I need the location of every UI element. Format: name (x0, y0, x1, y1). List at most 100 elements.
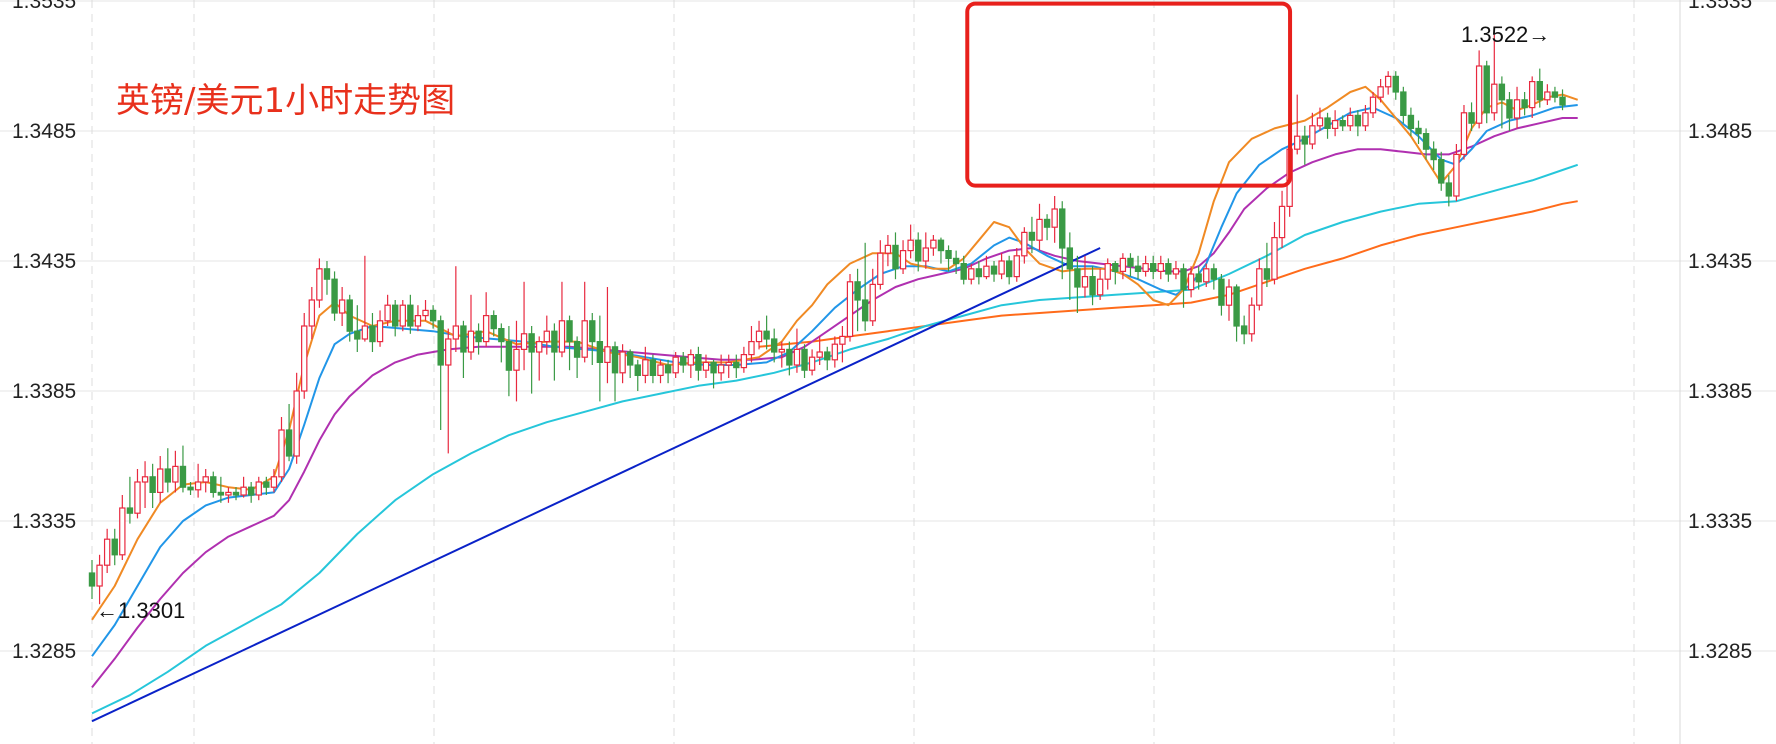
candle (626, 349, 634, 378)
candle (884, 235, 892, 267)
candle (111, 528, 118, 566)
candle (1339, 115, 1346, 131)
candle (725, 354, 732, 378)
candle (1021, 227, 1028, 264)
candle-body-up (740, 354, 748, 369)
candle-body-down (1263, 268, 1271, 280)
candle (854, 268, 861, 332)
candle-body-down (710, 361, 717, 374)
candle-body-up (270, 476, 278, 488)
candle-body-up (1225, 286, 1233, 306)
y-tick-left: 1.3385 (12, 380, 76, 403)
candle (1392, 71, 1399, 100)
candle (482, 292, 490, 347)
candle-body-up (119, 507, 126, 556)
candle (657, 359, 664, 384)
low-annotation: ←1.3301 (96, 598, 185, 623)
candle-body-up (808, 356, 816, 371)
candle-body-down (331, 278, 338, 314)
candle (376, 310, 384, 347)
candle-body-down (429, 309, 437, 322)
candle (263, 476, 270, 495)
y-axis-left: 1.3535 1.3485 1.3435 1.3385 1.3335 1.3285 (12, 0, 76, 663)
candle-body-up (604, 346, 611, 363)
candle-body-up (445, 338, 452, 366)
y-tick-right: 1.3535 (1688, 0, 1752, 13)
candle-body-up (1384, 75, 1392, 88)
candle (392, 300, 399, 337)
candle-body-down (1422, 133, 1430, 150)
candle-body-up (1021, 231, 1028, 257)
candle (119, 495, 126, 560)
candle-body-up (1248, 304, 1255, 335)
candle (1483, 60, 1490, 124)
candle-body-down (680, 356, 687, 366)
y-tick-left: 1.3435 (12, 250, 76, 273)
candle (1309, 112, 1316, 150)
candle-body-down (1233, 286, 1240, 327)
candle-body-down (475, 330, 482, 343)
candle (611, 341, 619, 402)
candle-body-up (1369, 96, 1377, 114)
candle (1294, 94, 1301, 155)
candle-body-up (1051, 208, 1058, 228)
candle-body-down (1445, 182, 1453, 197)
candle-body-down (1521, 99, 1528, 109)
candle (998, 253, 1005, 280)
candle (1460, 105, 1468, 160)
candle (596, 315, 604, 402)
candle-body-down (528, 333, 535, 353)
candle (126, 476, 134, 524)
candle (1119, 253, 1127, 280)
candle-body-up (717, 364, 725, 374)
candle (1544, 84, 1551, 105)
candle (1248, 297, 1255, 342)
candle-body-down (1536, 80, 1543, 101)
candle-body-up (1187, 273, 1195, 291)
candle (1165, 258, 1172, 282)
candle-body-down (460, 325, 467, 353)
candle-body-up (725, 361, 732, 366)
candle (710, 359, 717, 389)
candle-body-up (482, 315, 490, 343)
candle-body-down (824, 351, 831, 361)
candle-body-up (399, 304, 406, 327)
candle (1271, 222, 1278, 285)
candle (1142, 255, 1149, 277)
candle-body-down (960, 263, 967, 280)
candle (384, 294, 391, 326)
candle-body-down (861, 299, 869, 322)
y-axis-right: 1.3535 1.3485 1.3435 1.3385 1.3335 1.3285 (1688, 0, 1752, 663)
candle-body-down (634, 364, 641, 376)
candle (634, 359, 641, 391)
candle (399, 300, 406, 332)
candle (1036, 203, 1043, 251)
high-annotation: 1.3522→ (1461, 22, 1550, 47)
candle-body-up (657, 364, 664, 376)
ma-slow-line (91, 117, 1578, 689)
candle (816, 336, 823, 365)
candle (505, 326, 513, 397)
candle (1028, 216, 1036, 254)
candle (1521, 92, 1528, 116)
candle-body-down (1551, 91, 1559, 98)
candle (763, 315, 770, 350)
candle (1468, 102, 1475, 131)
candle (536, 336, 543, 381)
candle (922, 232, 930, 269)
candle (278, 417, 285, 482)
candle (960, 255, 967, 285)
candle-body-up (520, 333, 528, 350)
candle-body-down (1127, 257, 1134, 267)
candle-body-down (247, 486, 255, 496)
candle (642, 346, 649, 384)
candle-body-up (778, 348, 785, 353)
candle (96, 554, 103, 605)
candle-body-down (1506, 99, 1513, 119)
candle-body-up (748, 341, 755, 356)
candle (323, 261, 331, 295)
candle-body-down (1483, 65, 1490, 114)
candle (513, 320, 520, 402)
ma-mid-line (91, 104, 1578, 657)
